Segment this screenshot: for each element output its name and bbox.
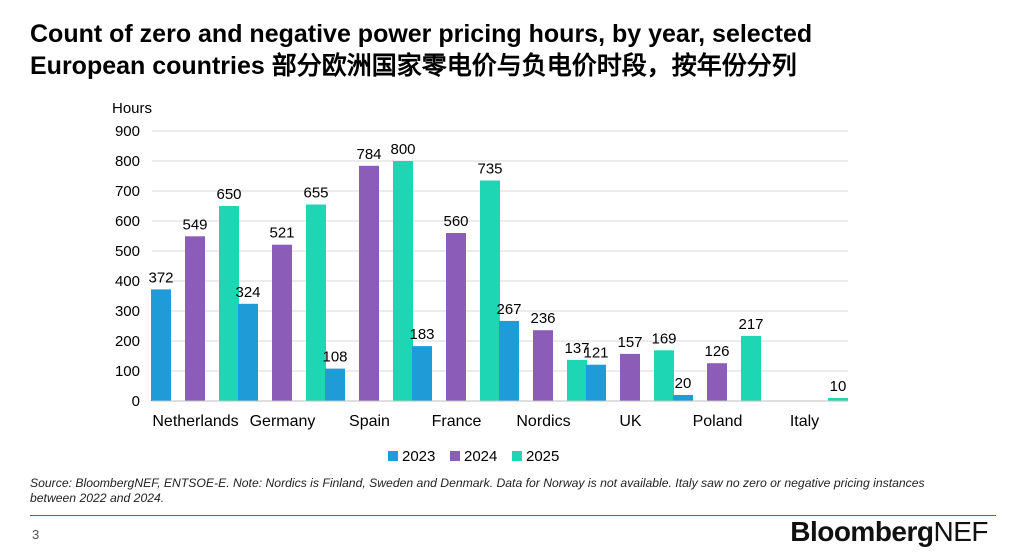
data-label: 549 — [182, 216, 207, 233]
data-label: 236 — [530, 310, 555, 327]
legend-label: 2025 — [526, 448, 559, 465]
y-tick-label: 0 — [132, 393, 140, 410]
bar-2024 — [272, 244, 292, 401]
source-note: Source: BloombergNEF, ENTSOE-E. Note: No… — [30, 476, 925, 505]
bar-2024 — [707, 363, 727, 401]
y-tick-label: 900 — [115, 123, 140, 140]
footer-divider — [30, 515, 996, 516]
bar-2025 — [654, 350, 674, 401]
data-label: 372 — [148, 269, 173, 286]
bar-2023 — [151, 289, 171, 401]
x-tick-label: Germany — [250, 413, 316, 430]
bloombergnef-logo: BloombergNEF — [790, 516, 988, 548]
bar-2023 — [238, 303, 258, 401]
data-label: 20 — [675, 375, 692, 392]
bars: 372 549 650 324 521 655 108 784 800 183 560 735 267 2… — [148, 141, 848, 401]
bar-2024 — [359, 165, 379, 401]
data-label: 183 — [409, 326, 434, 343]
x-tick-label: Nordics — [516, 413, 570, 430]
data-label: 108 — [322, 349, 347, 366]
data-label: 324 — [235, 284, 260, 301]
bar-2025 — [480, 180, 500, 401]
bar-2023 — [586, 364, 606, 401]
chart-title: Count of zero and negative power pricing… — [30, 18, 1000, 82]
y-axis: 0 100 200 300 400 500 600 700 800 900 Hours — [112, 100, 152, 410]
data-label: 121 — [583, 345, 608, 362]
data-label: 267 — [496, 301, 521, 318]
x-axis: Netherlands Germany Spain France Nordics UK Po… — [152, 400, 848, 430]
bar-2024 — [620, 353, 640, 401]
x-tick-label: France — [432, 413, 482, 430]
bar-2023 — [499, 320, 519, 401]
data-label: 217 — [738, 316, 763, 333]
y-tick-label: 300 — [115, 303, 140, 320]
bar-2025 — [741, 335, 761, 401]
bar-2023 — [412, 346, 432, 401]
legend: 2023 2024 2025 — [388, 448, 559, 465]
data-label: 800 — [390, 141, 415, 158]
chart-title-line-1: Count of zero and negative power pricing… — [30, 20, 813, 48]
data-label: 126 — [704, 343, 729, 360]
bar-2024 — [446, 233, 466, 401]
y-tick-label: 500 — [115, 243, 140, 260]
y-tick-label: 800 — [115, 153, 140, 170]
data-label: 735 — [477, 161, 502, 178]
bar-2025 — [828, 398, 848, 401]
bar-2025 — [393, 161, 413, 401]
bar-2025 — [567, 359, 587, 401]
legend-swatch-2023 — [388, 451, 398, 461]
data-label: 169 — [651, 330, 676, 347]
y-axis-title: Hours — [112, 100, 152, 117]
bar-2025 — [306, 204, 326, 401]
y-tick-label: 200 — [115, 333, 140, 350]
x-tick-label: Poland — [693, 413, 743, 430]
y-tick-label: 400 — [115, 273, 140, 290]
x-tick-label: Spain — [349, 413, 390, 430]
data-label: 784 — [356, 146, 381, 163]
legend-swatch-2024 — [450, 451, 460, 461]
legend-swatch-2025 — [512, 451, 522, 461]
chart-title-line-2: European countries 部分欧洲国家零电价与负电价时段，按年份分列 — [30, 52, 797, 80]
data-label: 560 — [443, 213, 468, 230]
x-tick-label: Netherlands — [152, 413, 238, 430]
y-tick-label: 700 — [115, 183, 140, 200]
bar-2024 — [533, 330, 553, 401]
y-tick-label: 100 — [115, 363, 140, 380]
legend-label: 2024 — [464, 448, 497, 465]
data-label: 650 — [216, 186, 241, 203]
bar-2024 — [185, 236, 205, 401]
logo-part-1: Bloomberg — [790, 516, 934, 547]
data-label: 157 — [617, 334, 642, 351]
data-label: 655 — [303, 185, 328, 202]
y-tick-label: 600 — [115, 213, 140, 230]
x-tick-label: UK — [619, 413, 642, 430]
page-number: 3 — [32, 527, 40, 542]
data-label: 10 — [830, 378, 847, 395]
logo-part-2: NEF — [933, 516, 989, 547]
data-label: 521 — [269, 225, 294, 242]
data-label: 137 — [564, 340, 589, 357]
legend-label: 2023 — [402, 448, 435, 465]
bar-2025 — [219, 206, 239, 401]
bar-2023 — [673, 395, 693, 401]
bar-2023 — [325, 368, 345, 401]
x-tick-label: Italy — [790, 413, 819, 430]
